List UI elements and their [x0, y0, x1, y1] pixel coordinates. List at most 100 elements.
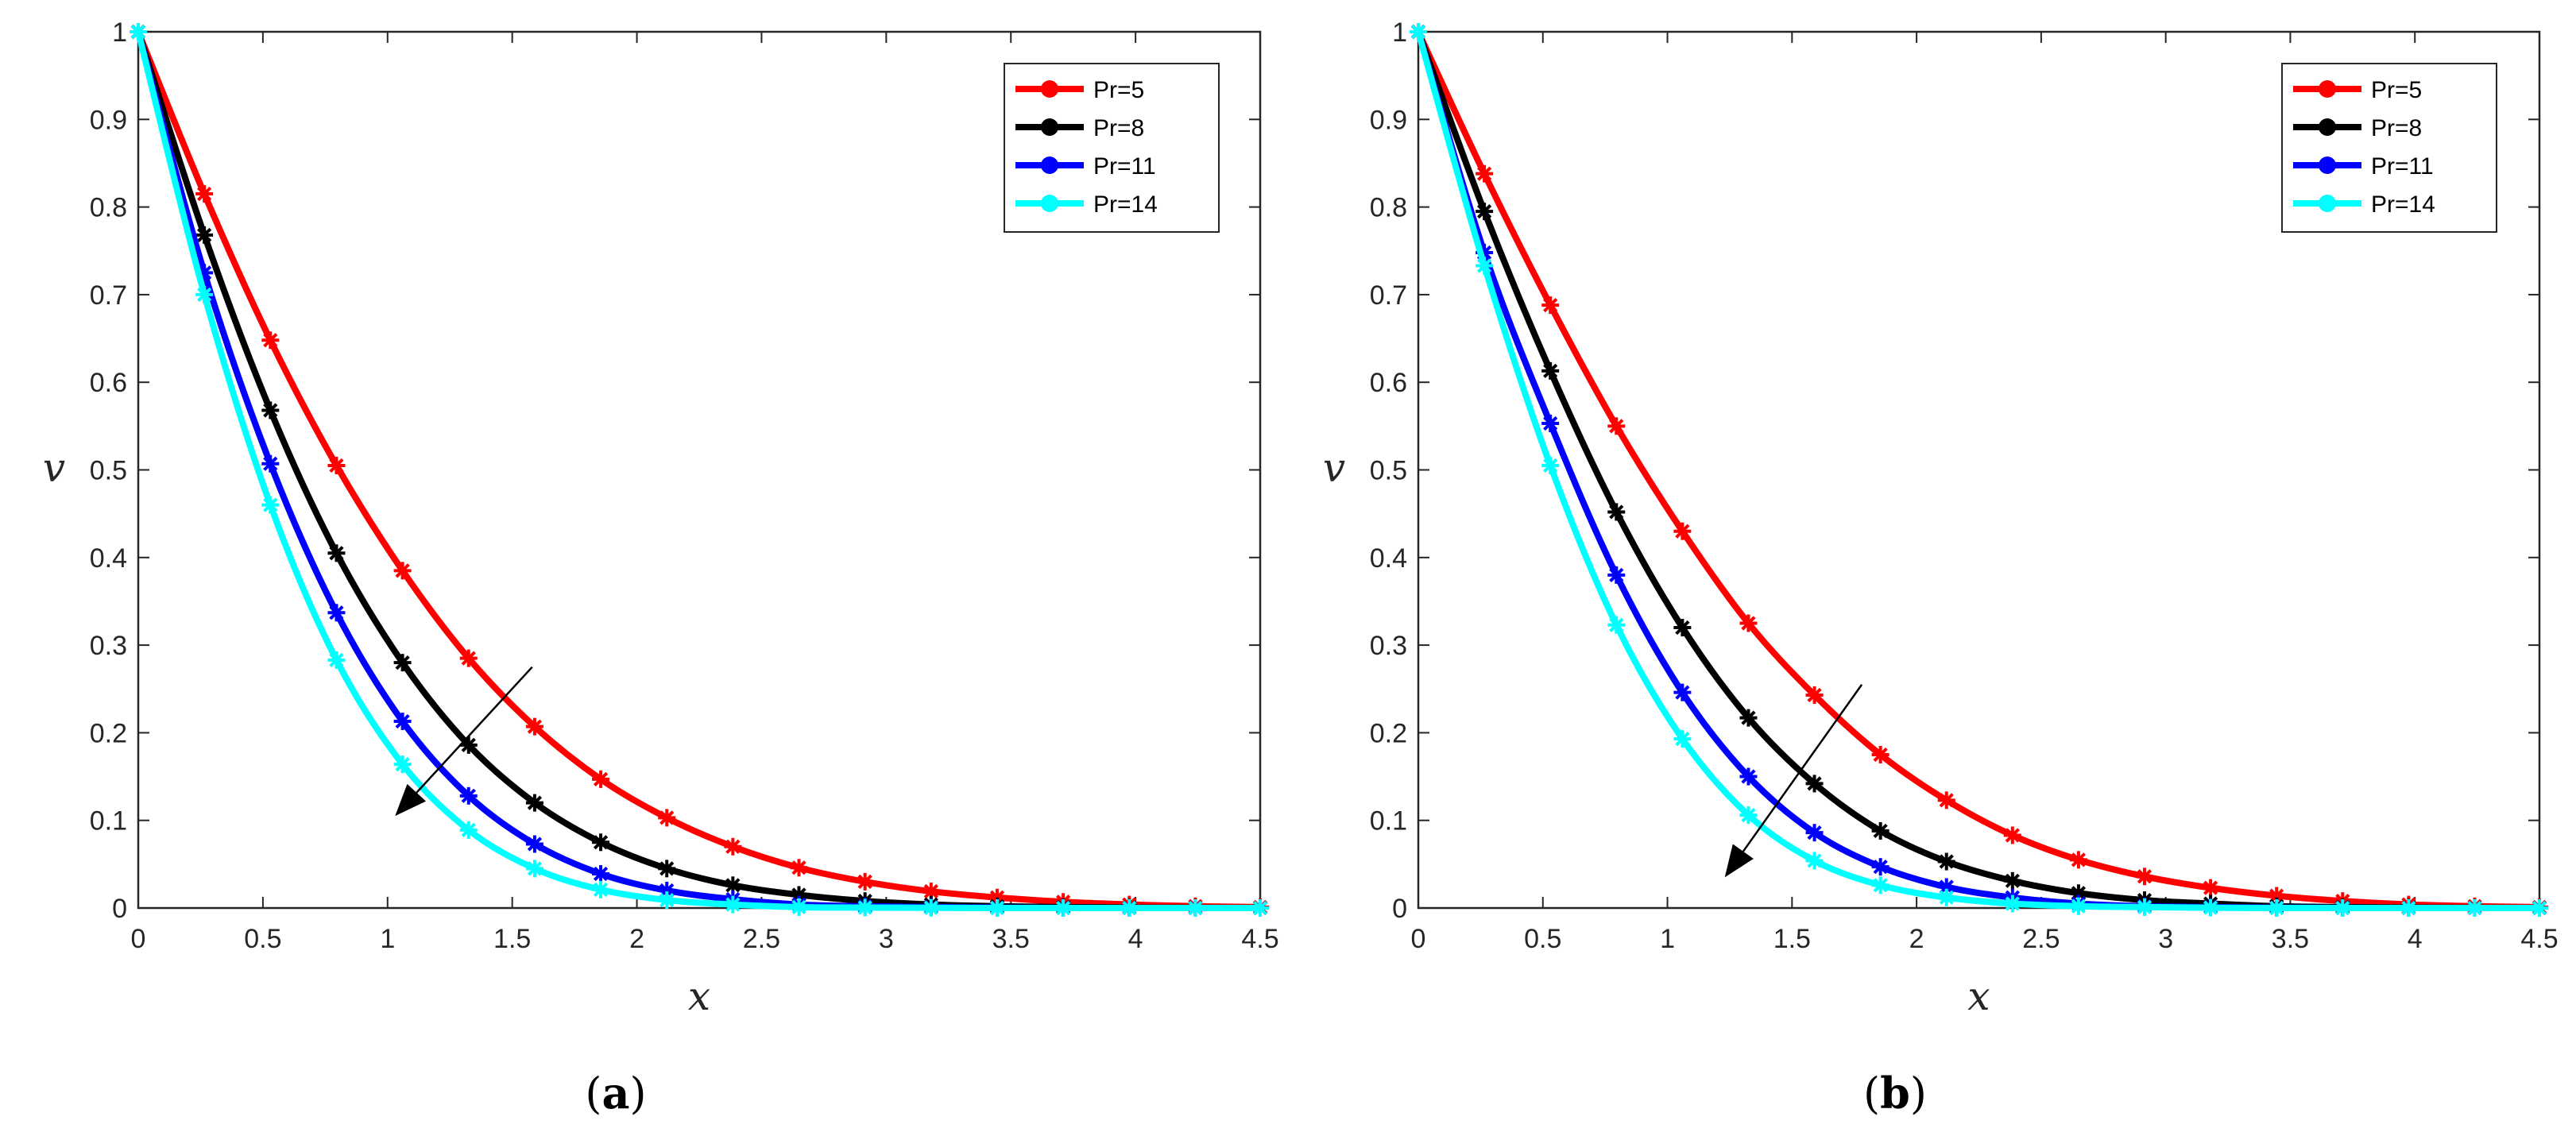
y-tick-label: 0.2	[90, 718, 127, 748]
marker-stroke	[1609, 419, 1624, 434]
legend: Pr=5 Pr=8 Pr=11 Pr=14	[1004, 63, 1220, 233]
x-tick-label: 2.5	[743, 924, 780, 954]
x-tick-label: 4	[1128, 924, 1143, 954]
marker-stroke	[197, 227, 212, 243]
asterisk-marker	[459, 649, 478, 667]
y-tick-label: 0.1	[1370, 806, 1407, 837]
marker-stroke	[2005, 896, 2020, 911]
marker-stroke	[1807, 687, 1822, 703]
marker-stroke	[1543, 415, 1558, 431]
legend-item: Pr=5	[1015, 77, 1144, 103]
marker-stroke	[2071, 898, 2087, 914]
y-tick-label: 0.4	[90, 543, 127, 574]
asterisk-marker	[525, 835, 543, 853]
asterisk-marker	[1805, 824, 1824, 842]
legend-swatch-marker	[1041, 118, 1058, 136]
marker-stroke	[2203, 900, 2218, 915]
asterisk-marker	[2003, 826, 2021, 844]
marker-stroke	[2467, 900, 2482, 916]
caption-letter: a	[602, 1068, 630, 1119]
asterisk-marker	[2400, 899, 2418, 917]
asterisk-marker	[856, 872, 874, 891]
x-tick-label: 2	[629, 924, 644, 954]
marker-stroke	[593, 771, 609, 786]
marker-stroke	[857, 900, 872, 915]
y-tick-label: 0.8	[90, 193, 127, 223]
marker-stroke	[2071, 852, 2087, 867]
legend-label: Pr=11	[2371, 153, 2434, 180]
legend-swatch-marker	[2319, 195, 2336, 212]
asterisk-marker	[195, 185, 214, 203]
marker-stroke	[2269, 900, 2284, 916]
panel-b: 0 0.5 1 1.5 2 2.5 3 3.5 4 4.5 0 0.1 0.2 0.3 0.4 0.5 0.6 0…	[1323, 17, 2559, 1119]
y-tick-label: 0.4	[1370, 543, 1407, 574]
marker-stroke	[527, 837, 543, 852]
y-tick-label: 0	[112, 894, 127, 924]
marker-stroke	[2137, 899, 2152, 915]
asterisk-marker	[327, 456, 346, 474]
legend: Pr=5 Pr=8 Pr=11 Pr=14	[2281, 63, 2497, 233]
asterisk-marker	[1805, 852, 1824, 870]
marker-stroke	[659, 810, 675, 825]
asterisk-marker	[1805, 686, 1824, 704]
y-tick-label: 0.1	[90, 806, 127, 837]
asterisk-marker	[1541, 415, 1560, 433]
marker-stroke	[593, 882, 609, 897]
x-tick-label: 4.5	[2520, 924, 2558, 954]
marker-stroke	[923, 900, 938, 915]
asterisk-marker	[1476, 257, 1494, 275]
series-Pr=14	[1410, 23, 2548, 917]
marker-stroke	[527, 861, 543, 876]
marker-stroke	[461, 822, 476, 837]
asterisk-marker	[2334, 899, 2352, 917]
marker-stroke	[791, 860, 806, 875]
y-tick-label: 0.6	[1370, 368, 1407, 398]
asterisk-marker	[724, 837, 742, 856]
marker-stroke	[130, 24, 146, 40]
asterisk-marker	[459, 821, 478, 839]
asterisk-marker	[459, 786, 478, 805]
asterisk-marker	[2202, 898, 2220, 917]
legend-item: Pr=8	[2293, 115, 2422, 141]
asterisk-marker	[195, 285, 214, 303]
x-tick-label: 3	[879, 924, 894, 954]
y-tick-label: 0.3	[90, 631, 127, 661]
asterisk-marker	[1937, 852, 1955, 871]
marker-stroke	[2071, 886, 2087, 901]
asterisk-marker	[261, 331, 280, 350]
legend-label: Pr=5	[2371, 77, 2422, 103]
marker-stroke	[659, 861, 675, 876]
marker-stroke	[1873, 823, 1888, 839]
asterisk-marker	[1937, 888, 1955, 906]
x-tick-label: 0.5	[244, 924, 281, 954]
asterisk-marker	[724, 895, 742, 914]
asterisk-marker	[393, 562, 412, 580]
marker-stroke	[263, 403, 278, 418]
marker-stroke	[2269, 888, 2284, 903]
y-tick-label: 0	[1392, 894, 1407, 924]
x-tick-label: 3.5	[992, 924, 1030, 954]
asterisk-marker	[1673, 619, 1692, 637]
legend-label: Pr=14	[2371, 191, 2435, 218]
asterisk-marker	[988, 899, 1006, 917]
x-tick-label: 0	[1411, 924, 1426, 954]
marker-stroke	[725, 897, 741, 912]
marker-stroke	[1873, 878, 1888, 893]
marker-stroke	[395, 563, 410, 578]
marker-stroke	[263, 333, 278, 348]
asterisk-marker	[1186, 899, 1205, 917]
x-tick-label: 4	[2408, 924, 2423, 954]
asterisk-marker	[1541, 361, 1560, 380]
marker-stroke	[1476, 258, 1492, 273]
marker-stroke	[1252, 900, 1268, 916]
trend-arrow-shaft	[416, 666, 533, 794]
marker-stroke	[1609, 504, 1624, 520]
legend-item: Pr=11	[1015, 153, 1156, 180]
asterisk-marker	[658, 891, 676, 910]
marker-stroke	[197, 186, 212, 202]
panel-a: 0 0.5 1 1.5 2 2.5 3 3.5 4 4.5 0 0.1 0.2 0.3 0.4 0.5 0.6 0…	[43, 17, 1279, 1119]
marker-stroke	[1939, 879, 1954, 895]
asterisk-marker	[525, 794, 543, 812]
legend-swatch-marker	[1041, 156, 1058, 174]
